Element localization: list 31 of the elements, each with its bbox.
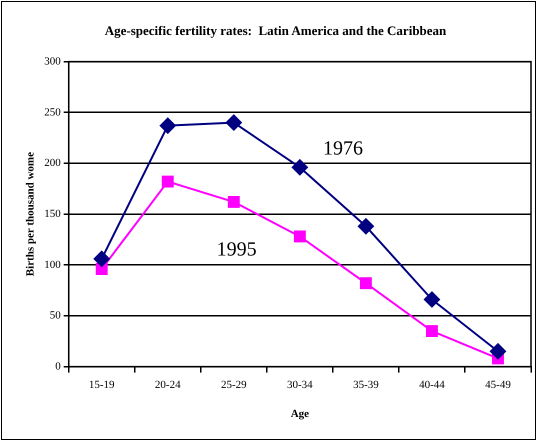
x-tick-label: 30-34 xyxy=(287,379,314,392)
x-axis-title: Age xyxy=(290,408,310,420)
point xyxy=(226,114,242,131)
point xyxy=(426,325,438,337)
y-tick-label: 50 xyxy=(50,310,62,322)
x-tick-label: 40-44 xyxy=(419,379,446,392)
y-axis-title: Births per thousand wome xyxy=(24,152,36,276)
chart-title: Age-specific fertility rates: Latin America and the Caribbean xyxy=(104,23,448,38)
point xyxy=(424,292,440,308)
x-tick-label: 25-29 xyxy=(220,379,248,392)
point xyxy=(294,230,306,242)
series-label: 1995 xyxy=(216,238,257,261)
point xyxy=(360,277,372,290)
point xyxy=(162,176,174,188)
y-tick-label: 150 xyxy=(44,208,62,220)
y-tick-label: 200 xyxy=(44,157,62,170)
y-tick-label: 0 xyxy=(55,360,62,372)
point xyxy=(490,343,506,360)
point xyxy=(94,250,110,267)
point xyxy=(160,118,176,134)
y-tick-label: 250 xyxy=(44,106,62,118)
point xyxy=(358,218,374,234)
x-tick-label: 20-24 xyxy=(154,379,182,392)
y-tick-label: 300 xyxy=(44,55,62,68)
series-label: 1976 xyxy=(323,138,364,160)
x-tick-label: 45-49 xyxy=(485,379,512,392)
x-tick-label: 15-19 xyxy=(88,379,116,392)
point xyxy=(292,159,308,176)
y-tick-label: 100 xyxy=(44,258,62,271)
point xyxy=(228,196,240,208)
x-tick-label: 35-39 xyxy=(353,379,380,392)
